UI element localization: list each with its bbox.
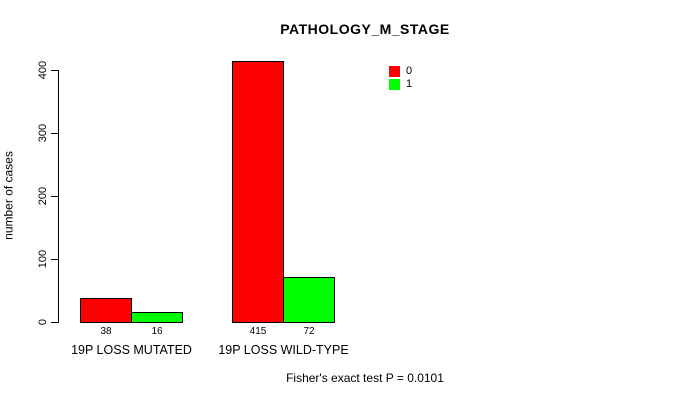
bar xyxy=(283,276,335,323)
legend-swatch xyxy=(389,78,400,90)
stat-annotation: Fisher's exact test P = 0.0101 xyxy=(286,371,444,385)
bar xyxy=(131,311,183,323)
y-tick xyxy=(51,322,58,323)
bar xyxy=(80,298,132,323)
y-tick xyxy=(51,259,58,260)
y-tick xyxy=(51,70,58,71)
y-tick-label: 400 xyxy=(37,60,49,80)
bar-value-label: 38 xyxy=(100,326,112,337)
legend-label: 1 xyxy=(406,78,413,90)
category-label: 19P LOSS MUTATED xyxy=(71,343,192,357)
bar-value-label: 415 xyxy=(249,326,267,337)
y-tick xyxy=(51,133,58,134)
legend-swatch xyxy=(389,65,400,77)
legend-item: 1 xyxy=(389,78,412,90)
y-tick-label: 0 xyxy=(37,318,49,326)
y-axis-line xyxy=(58,70,59,323)
y-axis-label: number of cases xyxy=(1,151,16,240)
legend-label: 0 xyxy=(406,65,413,77)
legend-item: 0 xyxy=(389,65,412,77)
y-tick-label: 100 xyxy=(37,249,49,269)
bar xyxy=(232,60,284,323)
y-tick-label: 200 xyxy=(37,186,49,206)
bar-value-label: 72 xyxy=(303,326,315,337)
y-tick xyxy=(51,196,58,197)
bar-value-label: 16 xyxy=(151,326,163,337)
category-label: 19P LOSS WILD-TYPE xyxy=(218,343,349,357)
chart-title: PATHOLOGY_M_STAGE xyxy=(280,21,450,37)
y-tick-label: 300 xyxy=(37,123,49,143)
